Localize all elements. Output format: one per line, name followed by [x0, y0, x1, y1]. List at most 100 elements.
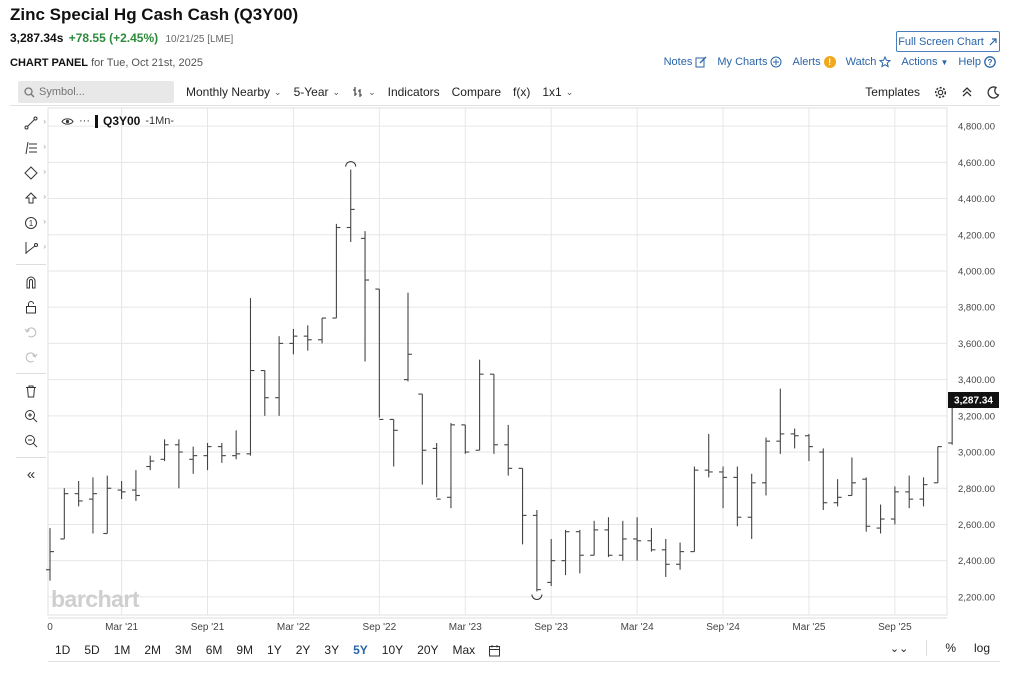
period-1m[interactable]: 1M	[113, 643, 131, 657]
period-6m[interactable]: 6M	[205, 643, 223, 657]
alerts-link[interactable]: Alerts !	[792, 56, 836, 68]
period-10y[interactable]: 10Y	[381, 643, 404, 657]
ohlc-bar	[131, 470, 140, 501]
chart-toolbar: Monthly Nearby ⌄ 5-Year ⌄ ⌄ Indicators C…	[10, 79, 1000, 105]
period-5d[interactable]: 5D	[84, 643, 100, 657]
period-2m[interactable]: 2M	[144, 643, 162, 657]
indicators-button[interactable]: Indicators	[388, 85, 440, 99]
period-3y[interactable]: 3Y	[324, 643, 340, 657]
redo-icon	[25, 351, 38, 362]
function-button[interactable]: f(x)	[513, 85, 530, 99]
ohlc-bar	[618, 520, 627, 561]
ohlc-bar	[88, 477, 97, 534]
watch-link[interactable]: Watch	[846, 56, 892, 68]
gear-icon[interactable]	[934, 86, 947, 99]
help-link[interactable]: Help ?	[958, 56, 996, 68]
ohlc-bar	[174, 439, 183, 489]
redo-tool[interactable]	[16, 344, 46, 369]
trend-line-tool[interactable]: ›	[16, 110, 46, 135]
period-9m[interactable]: 9M	[236, 643, 254, 657]
eye-icon[interactable]	[61, 117, 74, 126]
indicators-label: Indicators	[387, 85, 440, 99]
y-tick-label: 4,600.00	[958, 158, 995, 169]
log-scale-toggle[interactable]: log	[973, 641, 990, 655]
lock-tool[interactable]	[16, 294, 46, 319]
function-label: f(x)	[513, 85, 531, 99]
monthly-nearby-dropdown[interactable]: Monthly Nearby ⌄	[186, 85, 282, 99]
collapse-toolbar-button[interactable]: «	[16, 462, 46, 487]
zoom-out-tool[interactable]	[16, 428, 46, 453]
percent-scale-toggle[interactable]: %	[945, 641, 956, 655]
ohlc-bar	[890, 486, 899, 525]
ohlc-bar	[189, 446, 198, 474]
bar-type-dropdown[interactable]: ⌄	[352, 86, 376, 98]
x-tick-label: Mar '23	[449, 622, 482, 633]
ohlc-bar	[719, 466, 728, 509]
ohlc-bar	[504, 424, 513, 476]
ohlc-bar	[933, 446, 942, 484]
scale-divider	[926, 640, 928, 656]
price-change: +78.55 (+2.45%)	[68, 31, 159, 45]
shapes-tool[interactable]: ›	[16, 160, 46, 185]
x-tick-label: Sep '24	[706, 622, 740, 633]
period-20y[interactable]: 20Y	[417, 643, 439, 657]
period-2y[interactable]: 2Y	[295, 643, 311, 657]
compare-button[interactable]: Compare	[452, 85, 501, 99]
double-chevron-left-icon: «	[26, 466, 36, 483]
x-tick-label: 0	[47, 622, 53, 633]
unlock-icon	[26, 300, 36, 313]
tool-divider	[16, 457, 46, 458]
double-chevron-down-icon[interactable]: ⌄⌄	[889, 642, 909, 655]
ohlc-bar	[518, 467, 527, 545]
trend-line-icon	[24, 116, 38, 129]
ohlc-bar	[432, 442, 441, 500]
calendar-icon[interactable]	[488, 644, 501, 657]
x-tick-label: Sep '22	[363, 622, 397, 633]
arrow-tool[interactable]: ›	[16, 185, 46, 210]
my-charts-link[interactable]: My Charts	[717, 56, 782, 68]
fibonacci-tool[interactable]: ›	[16, 135, 46, 160]
ohlc-bar	[60, 488, 69, 540]
undo-tool[interactable]	[16, 319, 46, 344]
measure-tool[interactable]: ›	[16, 235, 46, 260]
ohlc-bar	[361, 231, 370, 362]
ohlc-bar	[919, 477, 928, 507]
ohlc-bar	[146, 455, 155, 471]
actions-menu[interactable]: Actions ▼	[901, 56, 948, 68]
y-tick-label: 3,400.00	[958, 375, 995, 386]
svg-text:?: ?	[988, 58, 993, 67]
ohlc-bar	[203, 442, 212, 471]
magnet-tool[interactable]	[16, 269, 46, 294]
ohlc-bar	[747, 473, 756, 539]
monthly-nearby-label: Monthly Nearby	[186, 85, 271, 99]
low-marker	[531, 594, 543, 600]
ohlc-bar	[103, 475, 112, 535]
period-5y[interactable]: 5Y	[353, 643, 368, 657]
period-1y[interactable]: 1Y	[267, 643, 282, 657]
symbol-input[interactable]	[39, 86, 159, 98]
period-1d[interactable]: 1D	[55, 643, 71, 657]
templates-button[interactable]: Templates	[865, 85, 920, 99]
notes-link[interactable]: Notes	[664, 56, 708, 68]
ohlc-bar	[217, 442, 226, 463]
period-dropdown[interactable]: 5-Year ⌄	[294, 85, 340, 99]
actions-label: Actions	[901, 56, 938, 68]
ohlc-bar	[289, 328, 298, 355]
x-tick-label: Mar '25	[792, 622, 825, 633]
delete-tool[interactable]	[16, 378, 46, 403]
collapse-up-icon[interactable]	[961, 86, 973, 98]
zoom-in-tool[interactable]	[16, 403, 46, 428]
period-max[interactable]: Max	[452, 643, 476, 657]
ohlc-bar	[575, 529, 584, 574]
measure-icon	[25, 241, 38, 254]
moon-icon[interactable]	[987, 85, 1000, 99]
more-options-icon[interactable]: ···	[79, 115, 90, 127]
full-screen-chart-button[interactable]: Full Screen Chart	[896, 31, 1000, 52]
annotation-tool[interactable]: 1 ›	[16, 210, 46, 235]
magnet-icon	[26, 276, 36, 288]
period-3m[interactable]: 3M	[175, 643, 192, 657]
layout-dropdown[interactable]: 1x1 ⌄	[542, 85, 573, 99]
symbol-search[interactable]	[18, 81, 174, 103]
expand-icon	[989, 37, 997, 45]
